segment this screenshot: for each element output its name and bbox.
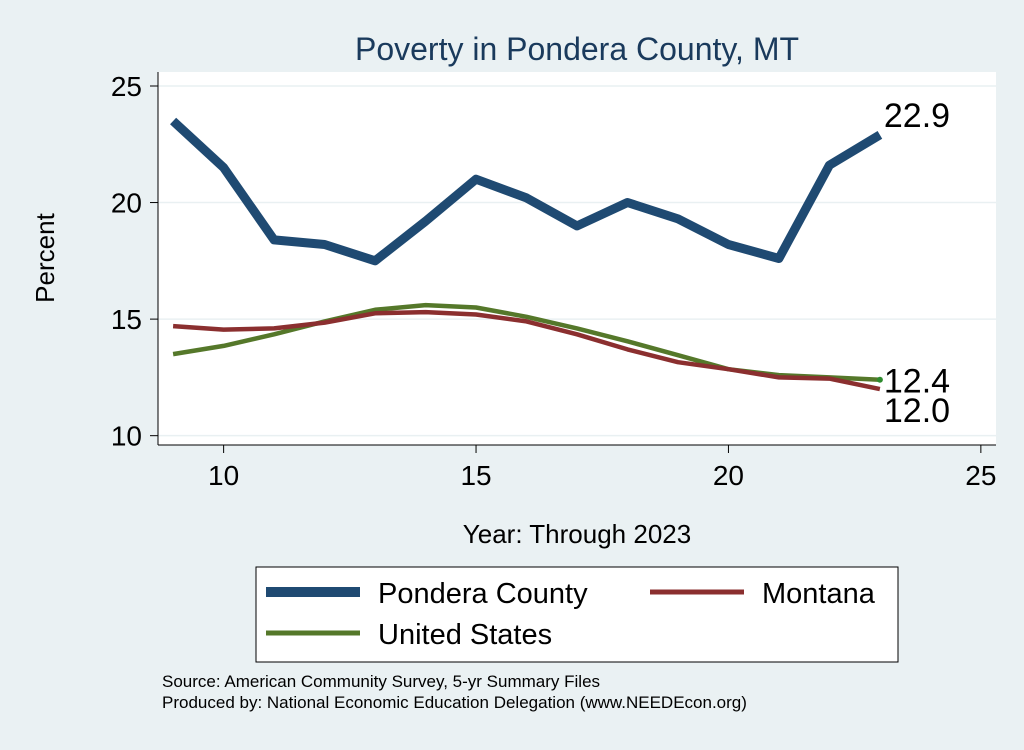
legend-label-united-states: United States <box>378 619 552 651</box>
y-tick-label: 25 <box>111 71 142 102</box>
x-tick-label: 15 <box>460 460 491 491</box>
series-line-montana <box>172 309 881 392</box>
end-marker-united-states <box>876 376 883 383</box>
x-tick-label: 20 <box>713 460 744 491</box>
producer-line: Produced by: National Economic Education… <box>162 693 747 712</box>
series-line-pondera-county <box>170 117 883 266</box>
y-tick-label: 20 <box>111 188 142 219</box>
end-label-pondera-county: 22.9 <box>884 97 950 135</box>
y-tick-label: 10 <box>111 421 142 452</box>
end-label-united-states: 12.4 <box>884 363 950 401</box>
x-tick-label: 25 <box>965 460 996 491</box>
x-tick-label: 10 <box>208 460 239 491</box>
source-line: Source: American Community Survey, 5-yr … <box>162 672 601 691</box>
axes: 10 15 20 25 10 15 20 25 <box>111 71 997 491</box>
legend-label-pondera-county: Pondera County <box>378 578 588 610</box>
y-axis-label: Percent <box>30 212 60 302</box>
y-tick-label: 15 <box>111 304 142 335</box>
legend-label-montana: Montana <box>762 578 876 610</box>
end-label-montana: 12.0 <box>884 392 950 430</box>
series-lines <box>170 117 883 392</box>
source-note: Source: American Community Survey, 5-yr … <box>162 671 747 713</box>
chart-title: Poverty in Pondera County, MT <box>355 31 799 67</box>
end-labels: 22.9 12.012.4 <box>884 97 950 430</box>
legend-box <box>255 566 899 663</box>
x-axis-label: Year: Through 2023 <box>463 519 691 549</box>
grid-lines <box>158 85 996 437</box>
